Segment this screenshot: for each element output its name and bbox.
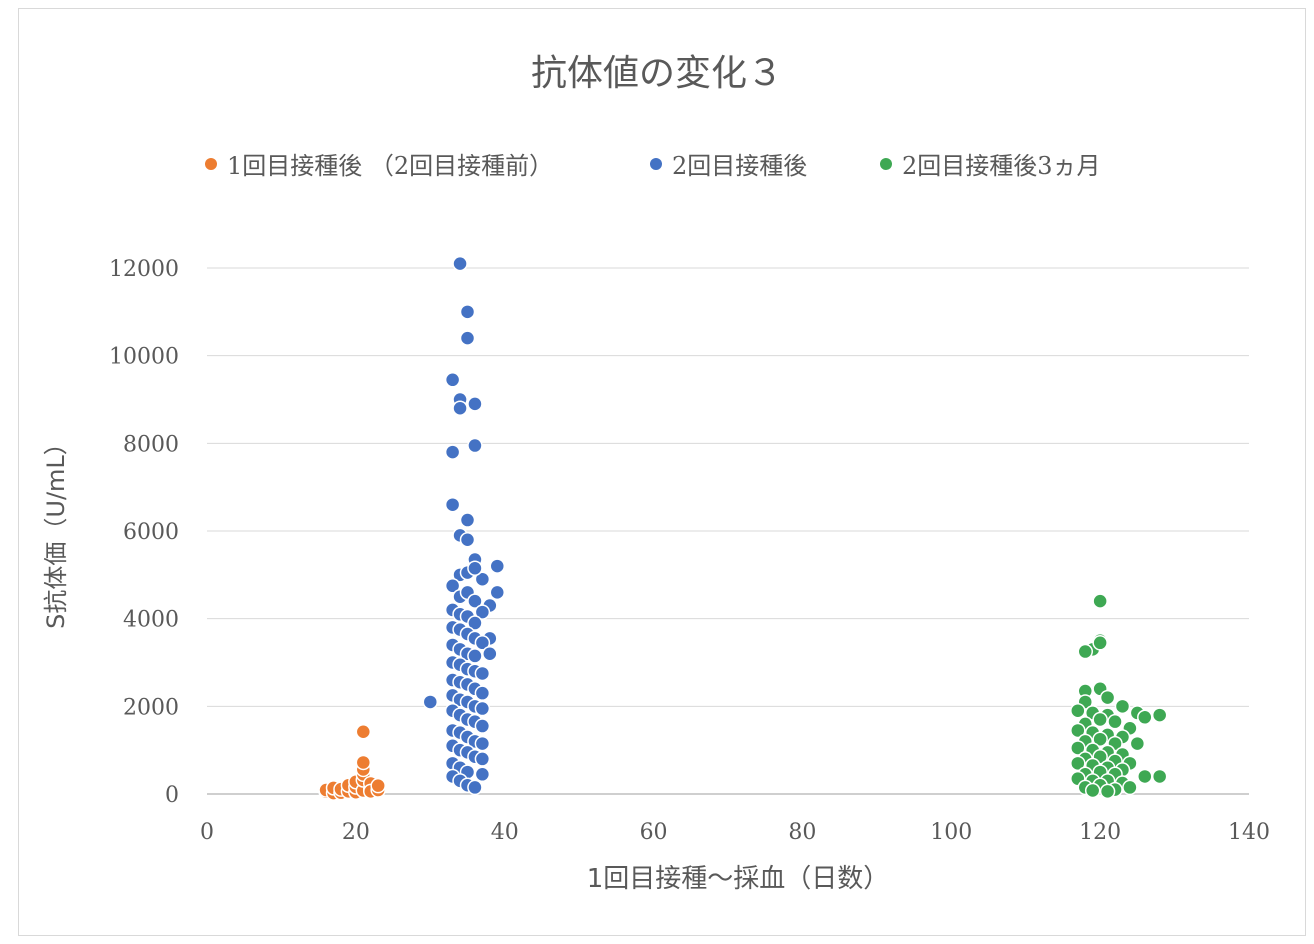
data-point — [1092, 593, 1108, 609]
y-tick-label: 12000 — [109, 257, 179, 282]
data-point — [467, 437, 483, 454]
data-point — [1114, 698, 1131, 715]
data-point — [474, 700, 491, 717]
data-point — [444, 372, 461, 388]
chart-title: 抗体値の変化３ — [530, 53, 783, 94]
legend-item-series-2: 2回目接種後 — [650, 146, 807, 181]
data-point — [467, 648, 483, 664]
data-point — [474, 751, 491, 767]
data-point — [452, 400, 468, 417]
legend: 1回目接種後 （2回目接種前） 2回目接種後 2回目接種後3ヵ月 — [0, 146, 1314, 182]
y-tick-label: 10000 — [109, 345, 179, 370]
data-point — [489, 558, 506, 574]
data-point — [474, 635, 491, 651]
x-tick-label: 0 — [200, 820, 214, 845]
data-point — [467, 396, 483, 412]
series-1 — [318, 724, 386, 801]
x-tick-label: 40 — [491, 820, 519, 845]
legend-item-series-3: 2回目接種後3ヵ月 — [880, 146, 1101, 181]
data-point — [355, 724, 372, 740]
data-point — [1070, 702, 1086, 719]
data-point — [474, 735, 491, 752]
y-tick-label: 2000 — [123, 695, 179, 720]
legend-label-series-1: 1回目接種後 （2回目接種前） — [227, 152, 554, 180]
x-axis-label: 1回目接種～採血（日数） — [586, 864, 890, 894]
series-3 — [1070, 593, 1168, 800]
data-point — [1099, 783, 1116, 800]
data-point — [452, 255, 468, 272]
data-point — [459, 330, 476, 346]
x-tick-label: 80 — [788, 820, 816, 845]
data-point — [444, 496, 461, 513]
data-point — [459, 304, 476, 320]
data-point — [1122, 779, 1138, 796]
y-tick-label: 0 — [165, 783, 179, 808]
data-point — [1084, 782, 1101, 799]
x-tick-label: 20 — [342, 820, 370, 845]
data-point — [474, 718, 491, 734]
data-point — [474, 685, 491, 701]
data-point — [1099, 689, 1116, 706]
legend-marker-orange-icon — [205, 157, 217, 170]
data-point — [355, 754, 372, 771]
data-point — [467, 779, 483, 796]
y-tick-label: 8000 — [123, 432, 179, 457]
data-point — [1151, 768, 1168, 785]
data-point — [489, 584, 506, 601]
data-point — [482, 645, 498, 662]
data-point — [1070, 755, 1086, 772]
legend-marker-blue-icon — [650, 157, 662, 170]
legend-item-series-1: 1回目接種後 （2回目接種前） — [205, 146, 553, 181]
data-point — [1129, 735, 1146, 752]
legend-label-series-3: 2回目接種後3ヵ月 — [902, 152, 1101, 180]
legend-marker-green-icon — [880, 157, 892, 170]
data-point — [1092, 731, 1108, 747]
data-point — [1077, 643, 1094, 660]
x-tick-label: 120 — [1079, 820, 1121, 845]
data-point — [467, 593, 483, 609]
data-point — [1070, 722, 1086, 739]
y-tick-label: 4000 — [123, 608, 179, 633]
x-tick-label: 60 — [640, 820, 668, 845]
data-point — [474, 571, 491, 587]
data-point — [459, 512, 476, 528]
y-tick-label: 6000 — [123, 520, 179, 545]
data-point — [467, 615, 483, 631]
data-point — [444, 444, 461, 460]
series-2 — [422, 255, 506, 796]
data-point — [467, 560, 483, 577]
data-point — [1092, 711, 1108, 728]
data-point — [1137, 768, 1153, 785]
x-tick-label: 140 — [1228, 820, 1270, 845]
data-point — [474, 766, 491, 783]
legend-label-series-2: 2回目接種後 — [672, 152, 808, 180]
data-point — [474, 665, 491, 682]
data-point — [1151, 707, 1168, 723]
data-point — [444, 578, 461, 594]
data-point — [1137, 709, 1153, 726]
data-point — [1092, 635, 1108, 651]
data-point — [474, 604, 491, 620]
data-point — [1070, 740, 1086, 756]
x-tick-label: 100 — [930, 820, 972, 845]
data-point — [422, 694, 439, 710]
data-point — [1107, 713, 1123, 730]
data-point — [370, 777, 386, 794]
data-point — [459, 532, 476, 548]
